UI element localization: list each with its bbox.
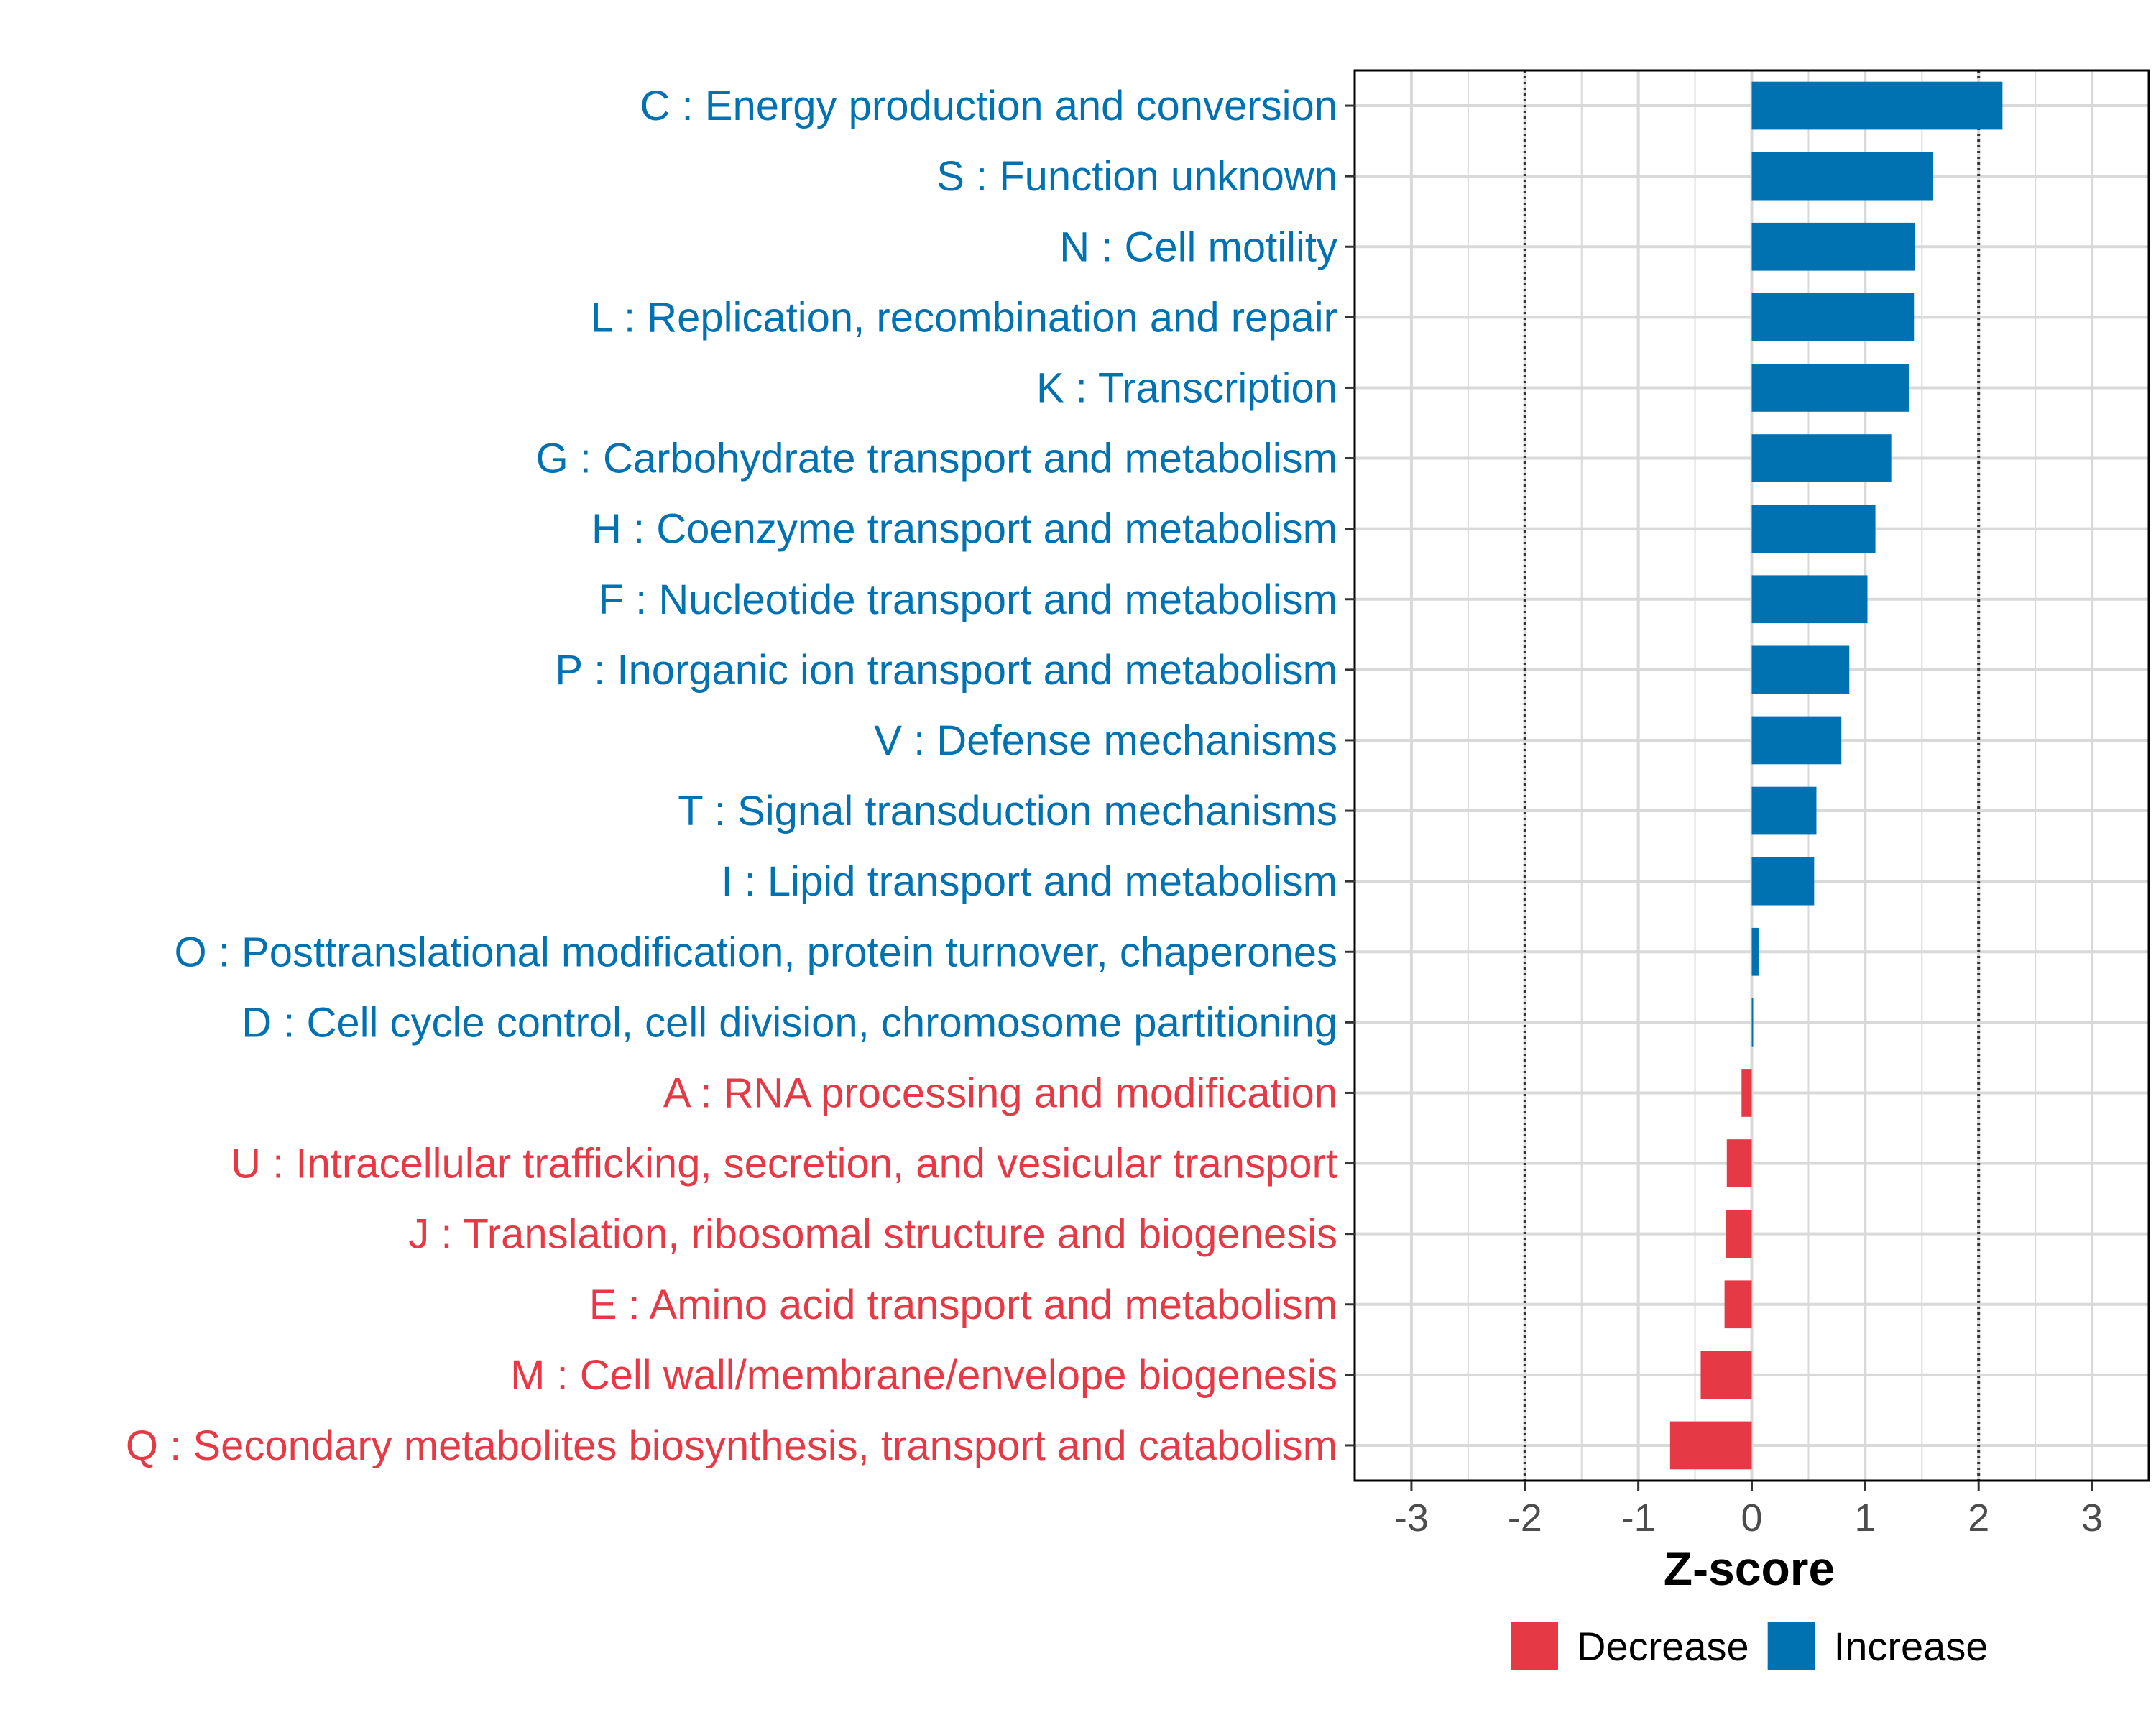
y-axis-ticks xyxy=(1345,104,1355,1447)
bar xyxy=(1700,1351,1752,1399)
legend-label: Increase xyxy=(1834,1624,1989,1669)
legend: Decrease Increase xyxy=(1511,1622,1988,1670)
x-tick-label: -3 xyxy=(1394,1496,1429,1540)
bar xyxy=(1724,1280,1752,1329)
x-tick-label: 3 xyxy=(2081,1496,2103,1540)
x-axis-ticks xyxy=(1410,1481,2093,1491)
bar xyxy=(1751,152,1934,201)
x-tick-label: 1 xyxy=(1854,1496,1876,1540)
x-tick-label: 0 xyxy=(1741,1496,1762,1540)
category-label: Q : Secondary metabolites biosynthesis, … xyxy=(126,1422,1337,1469)
category-label: P : Inorganic ion transport and metaboli… xyxy=(555,647,1337,694)
bar xyxy=(1751,81,2003,130)
category-label: A : RNA processing and modification xyxy=(663,1070,1337,1116)
bar xyxy=(1751,927,1759,976)
bars xyxy=(1669,81,2003,1470)
bar xyxy=(1751,293,1915,341)
category-label: J : Translation, ribosomal structure and… xyxy=(408,1211,1337,1258)
category-label: U : Intracellular trafficking, secretion… xyxy=(231,1141,1337,1187)
bar xyxy=(1751,857,1815,906)
category-label: E : Amino acid transport and metabolism xyxy=(589,1282,1337,1328)
bar xyxy=(1751,434,1892,482)
legend-swatch xyxy=(1511,1622,1558,1670)
legend-label: Decrease xyxy=(1577,1624,1749,1669)
category-label: F : Nucleotide transport and metabolism xyxy=(599,576,1337,623)
bar xyxy=(1751,575,1868,624)
bar xyxy=(1751,222,1915,271)
category-label: N : Cell motility xyxy=(1059,224,1337,270)
bar xyxy=(1669,1421,1752,1470)
legend-swatch xyxy=(1767,1622,1815,1670)
category-label: I : Lipid transport and metabolism xyxy=(721,858,1337,905)
x-tick-label: -1 xyxy=(1621,1496,1656,1540)
bar xyxy=(1741,1069,1752,1117)
x-tick-label: -2 xyxy=(1508,1496,1542,1540)
bar xyxy=(1751,716,1842,765)
x-axis-title: Z-score xyxy=(1664,1542,1835,1595)
category-label: O : Posttranslational modification, prot… xyxy=(175,929,1337,975)
category-labels: C : Energy production and conversion S : … xyxy=(126,83,1337,1469)
category-label: C : Energy production and conversion xyxy=(640,83,1337,129)
bar xyxy=(1751,645,1850,694)
category-label: H : Coenzyme transport and metabolism xyxy=(591,506,1337,553)
bar xyxy=(1726,1210,1752,1259)
bar xyxy=(1726,1139,1752,1187)
category-label: K : Transcription xyxy=(1036,364,1337,411)
category-label: D : Cell cycle control, cell division, c… xyxy=(241,999,1337,1046)
category-label: T : Signal transduction mechanisms xyxy=(678,788,1337,834)
bar xyxy=(1751,998,1754,1046)
category-label: M : Cell wall/membrane/envelope biogenes… xyxy=(510,1352,1337,1399)
category-label: G : Carbohydrate transport and metabolis… xyxy=(536,436,1337,482)
category-label: L : Replication, recombination and repai… xyxy=(591,294,1337,341)
category-label: V : Defense mechanisms xyxy=(874,717,1337,764)
bar xyxy=(1751,505,1876,553)
x-tick-label: 2 xyxy=(1968,1496,1989,1540)
bar xyxy=(1751,786,1817,835)
bar xyxy=(1751,364,1909,412)
category-label: S : Function unknown xyxy=(936,153,1337,200)
x-axis-tick-labels: -3 -2 -1 0 1 2 3 xyxy=(1394,1496,2103,1540)
